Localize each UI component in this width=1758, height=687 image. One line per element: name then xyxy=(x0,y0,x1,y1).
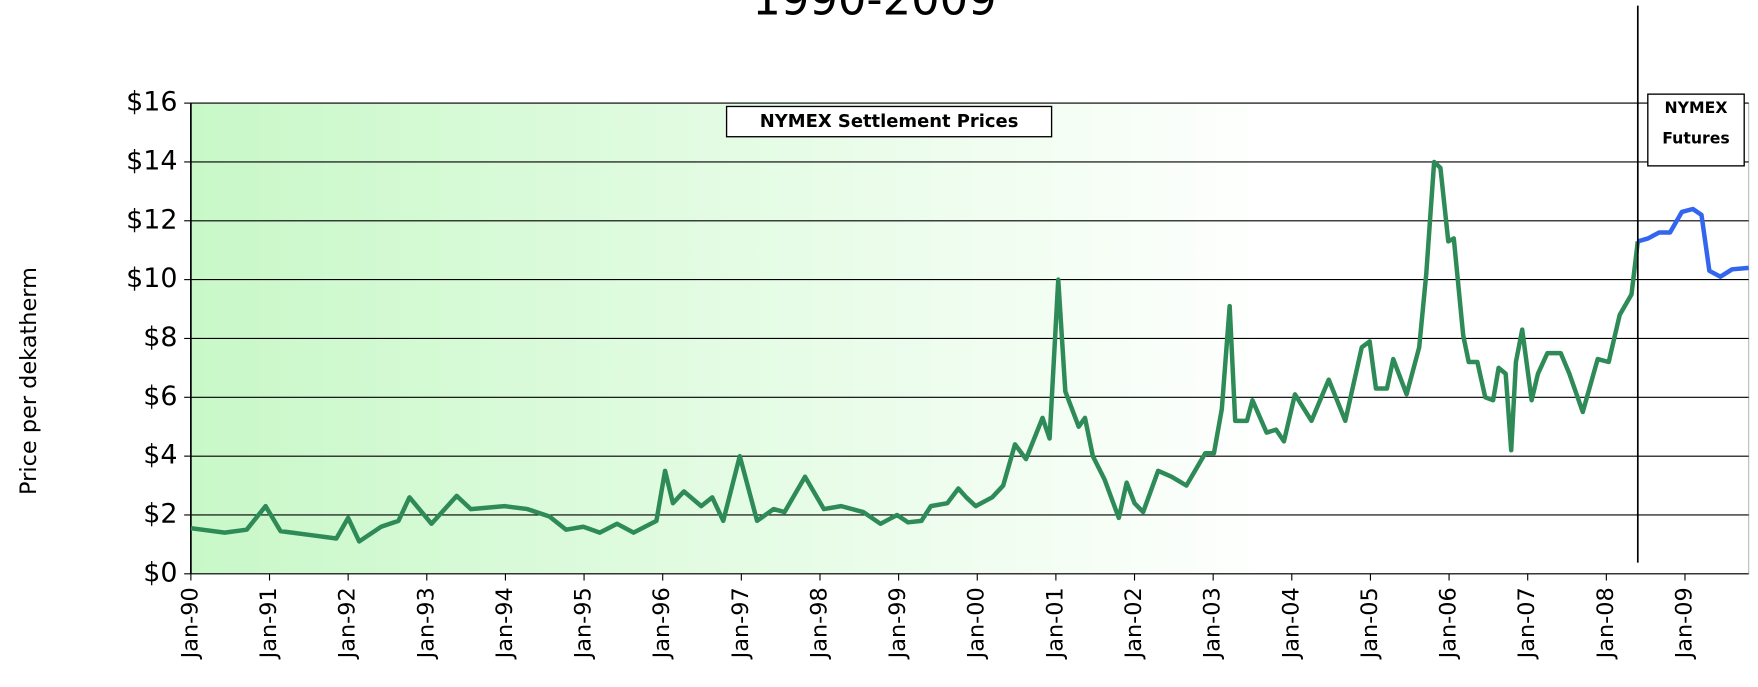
annotation: NYMEX xyxy=(1665,98,1728,117)
annotation-box xyxy=(725,105,1053,138)
x-tick-label: Jan-93 xyxy=(413,587,439,660)
x-tick-label: Jan-03 xyxy=(1200,587,1226,660)
y-tick-label: $12 xyxy=(126,204,177,235)
x-tick-label: Jan-90 xyxy=(177,587,203,660)
x-tick-label: Jan-02 xyxy=(1121,587,1147,660)
x-tick-label: Jan-95 xyxy=(571,587,597,660)
x-tick-label: Jan-00 xyxy=(964,587,990,660)
x-tick-label: Jan-09 xyxy=(1671,587,1697,660)
lines xyxy=(190,5,1749,563)
x-tick-label: Jan-94 xyxy=(492,587,518,660)
series-line xyxy=(1637,206,1749,279)
y-tick-label: $2 xyxy=(143,498,177,529)
annotation: NYMEX Settlement Prices xyxy=(760,111,1019,132)
annotation-box xyxy=(1647,93,1745,167)
y-tick-label: $6 xyxy=(143,381,177,412)
x-tick-label: Jan-07 xyxy=(1514,587,1540,660)
y-tick-label: $10 xyxy=(126,263,177,294)
series-line xyxy=(190,159,1641,544)
x-tick-label: Jan-04 xyxy=(1278,587,1304,660)
x-tick-label: Jan-01 xyxy=(1042,587,1068,660)
chart-title: 1990-2009 xyxy=(752,0,996,25)
y-tick-label: $4 xyxy=(143,440,177,471)
x-tick-label: Jan-99 xyxy=(885,587,911,660)
y-tick-label: $14 xyxy=(126,145,177,176)
y-tick-label: $8 xyxy=(143,322,177,353)
y-tick-label: $0 xyxy=(143,557,177,588)
y-axis-label: Price per dekatherm xyxy=(16,267,42,495)
x-tick-label: Jan-91 xyxy=(256,587,282,660)
x-tick-label: Jan-92 xyxy=(335,587,361,660)
annotation: Futures xyxy=(1662,128,1729,147)
x-tick-label: Jan-08 xyxy=(1593,587,1619,660)
x-tick-label: Jan-06 xyxy=(1436,587,1462,660)
x-tick-label: Jan-98 xyxy=(806,587,832,660)
annotations: NYMEX Settlement Prices NYMEX Futures xyxy=(725,93,1745,167)
x-tick-label: Jan-96 xyxy=(649,587,675,660)
x-tick-label: Jan-05 xyxy=(1357,587,1383,660)
y-tick-label: $16 xyxy=(126,87,177,118)
x-tick-label: Jan-97 xyxy=(728,587,754,660)
